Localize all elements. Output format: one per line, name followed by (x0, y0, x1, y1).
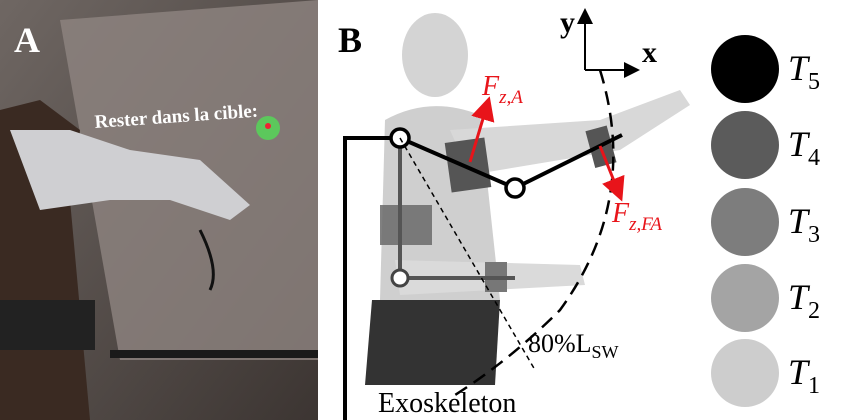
legend-label: T2 (788, 277, 820, 324)
legend-subscript: 3 (808, 222, 820, 248)
diagram-panel: B y x Fz,A Fz,FA 80%LSW Exoskeleton (338, 6, 690, 420)
legend-swatch (711, 111, 779, 179)
panel-label: A (14, 20, 40, 60)
legend-subscript: 1 (808, 373, 820, 399)
legend-symbol: T (788, 352, 811, 392)
reach-arc (454, 69, 615, 397)
legend-label: T1 (788, 352, 820, 399)
force-arrow (598, 145, 625, 202)
axis-label: x (642, 36, 657, 69)
legend-swatch (711, 339, 779, 407)
legend-symbol: T (788, 201, 811, 241)
joint (504, 177, 526, 199)
exoskeleton-photo (10, 130, 250, 220)
joint (390, 268, 410, 288)
legend-subscript: 5 (808, 69, 820, 95)
photo-panel: Rester dans la cible: A (0, 0, 318, 420)
device-label: Exoskeleton (378, 388, 516, 419)
legend-label: T4 (788, 124, 820, 171)
legend-swatch (711, 35, 779, 103)
legend: T5 T4 T3 T2 T1 (711, 35, 820, 407)
legend-swatch (711, 264, 779, 332)
force-arrow (468, 96, 495, 163)
strap (444, 137, 492, 193)
legend-symbol: T (788, 48, 811, 88)
reach-subscript: SW (592, 342, 619, 362)
legend-subscript: 4 (808, 145, 820, 171)
force-label: Fz,A (481, 71, 523, 108)
force-symbol: F (611, 198, 630, 229)
cursor (265, 123, 271, 129)
shorts (0, 300, 95, 350)
cable (198, 229, 215, 291)
reach-main: 80%L (528, 329, 592, 358)
legend-symbol: T (788, 124, 811, 164)
strap (380, 205, 432, 245)
taskbar (110, 350, 318, 358)
legend-label: T3 (788, 201, 820, 248)
force-subscript: z,FA (628, 214, 662, 235)
legend-symbol: T (788, 277, 811, 317)
head (402, 13, 468, 97)
legend-label: T5 (788, 48, 820, 95)
panel-label: B (338, 20, 362, 60)
legend-subscript: 2 (808, 298, 820, 324)
reach-label: 80%LSW (528, 329, 619, 362)
force-label: Fz,FA (611, 198, 662, 235)
axis-label: y (560, 6, 575, 39)
arm (450, 90, 690, 175)
shorts (365, 300, 500, 385)
force-symbol: F (481, 71, 500, 102)
legend-swatch (711, 188, 779, 256)
force-subscript: z,A (498, 87, 523, 108)
